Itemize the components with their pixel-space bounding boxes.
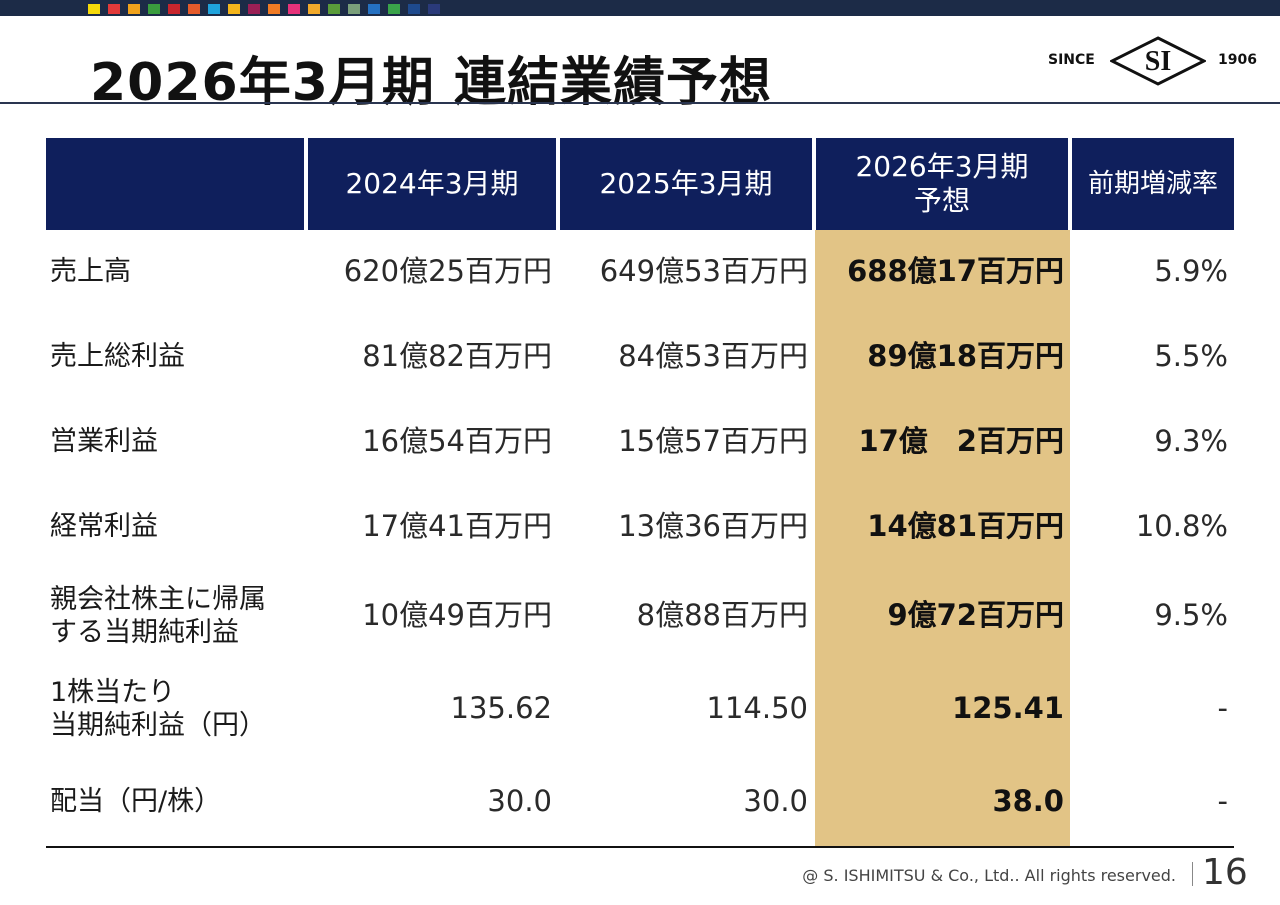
color-swatch bbox=[288, 4, 300, 14]
cell-change-rate: 9.5% bbox=[1154, 598, 1228, 632]
color-swatch bbox=[248, 4, 260, 14]
row-label: 営業利益 bbox=[50, 426, 158, 457]
header-2026-forecast: 2026年3月期 予想 bbox=[816, 138, 1068, 230]
header-2024: 2024年3月期 bbox=[308, 138, 556, 230]
cell-2025: 84億53百万円 bbox=[618, 339, 808, 373]
color-swatch bbox=[208, 4, 220, 14]
logo-diamond-icon: SI bbox=[1110, 36, 1206, 86]
row-label: 経常利益 bbox=[50, 511, 158, 542]
cell-2026-forecast: 17億 2百万円 bbox=[858, 424, 1064, 458]
color-swatch bbox=[188, 4, 200, 14]
header-change-rate: 前期増減率 bbox=[1072, 138, 1234, 230]
cell-2026-forecast: 9億72百万円 bbox=[887, 598, 1064, 632]
cell-2024: 16億54百万円 bbox=[362, 424, 552, 458]
cell-change-rate: - bbox=[1217, 691, 1228, 725]
color-swatch bbox=[408, 4, 420, 14]
header-cell-blank bbox=[46, 138, 304, 230]
color-swatch bbox=[388, 4, 400, 14]
color-swatch bbox=[168, 4, 180, 14]
company-logo: SINCE SI 1906 bbox=[1048, 36, 1258, 86]
color-swatch bbox=[148, 4, 160, 14]
cell-change-rate: 10.8% bbox=[1135, 509, 1228, 543]
cell-2025: 15億57百万円 bbox=[618, 424, 808, 458]
color-swatch bbox=[348, 4, 360, 14]
cell-change-rate: 5.5% bbox=[1154, 339, 1228, 373]
cell-2026-forecast: 89億18百万円 bbox=[867, 339, 1064, 373]
cell-2025: 30.0 bbox=[743, 784, 808, 818]
cell-2024: 620億25百万円 bbox=[343, 254, 552, 288]
color-swatch bbox=[328, 4, 340, 14]
cell-change-rate: 9.3% bbox=[1154, 424, 1228, 458]
top-banner bbox=[0, 0, 1280, 16]
row-label: 1株当たり 当期純利益（円） bbox=[50, 677, 266, 741]
color-swatch bbox=[268, 4, 280, 14]
row-label: 配当（円/株） bbox=[50, 786, 222, 817]
page-separator bbox=[1192, 862, 1193, 886]
color-swatch bbox=[228, 4, 240, 14]
row-label: 親会社株主に帰属 する当期純利益 bbox=[50, 584, 266, 648]
cell-2024: 81億82百万円 bbox=[362, 339, 552, 373]
color-swatch bbox=[368, 4, 380, 14]
cell-2026-forecast: 125.41 bbox=[952, 691, 1064, 725]
color-swatch bbox=[308, 4, 320, 14]
row-label: 売上高 bbox=[50, 256, 131, 287]
cell-change-rate: - bbox=[1217, 784, 1228, 818]
cell-change-rate: 5.9% bbox=[1154, 254, 1228, 288]
color-swatch bbox=[108, 4, 120, 14]
color-swatch bbox=[128, 4, 140, 14]
color-swatch bbox=[428, 4, 440, 14]
cell-2025: 13億36百万円 bbox=[618, 509, 808, 543]
cell-2024: 10億49百万円 bbox=[362, 598, 552, 632]
cell-2026-forecast: 688億17百万円 bbox=[847, 254, 1064, 288]
cell-2024: 30.0 bbox=[487, 784, 552, 818]
cell-2025: 8億88百万円 bbox=[636, 598, 808, 632]
page-number: 16 bbox=[1202, 852, 1248, 893]
title-divider bbox=[0, 102, 1280, 104]
cell-2024: 135.62 bbox=[450, 691, 552, 725]
cell-2026-forecast: 38.0 bbox=[992, 784, 1064, 818]
row-label: 売上総利益 bbox=[50, 341, 185, 372]
copyright: @ S. ISHIMITSU & Co., Ltd.. All rights r… bbox=[802, 866, 1176, 885]
logo-year: 1906 bbox=[1218, 52, 1257, 68]
cell-2025: 649億53百万円 bbox=[599, 254, 808, 288]
cell-2024: 17億41百万円 bbox=[362, 509, 552, 543]
logo-since: SINCE bbox=[1048, 52, 1095, 68]
header-2025: 2025年3月期 bbox=[560, 138, 812, 230]
cell-2026-forecast: 14億81百万円 bbox=[867, 509, 1064, 543]
logo-mark: SI bbox=[1145, 46, 1171, 77]
cell-2025: 114.50 bbox=[706, 691, 808, 725]
color-swatches bbox=[88, 4, 440, 14]
table-bottom-rule bbox=[46, 846, 1234, 848]
color-swatch bbox=[88, 4, 100, 14]
forecast-column-highlight bbox=[815, 230, 1070, 847]
